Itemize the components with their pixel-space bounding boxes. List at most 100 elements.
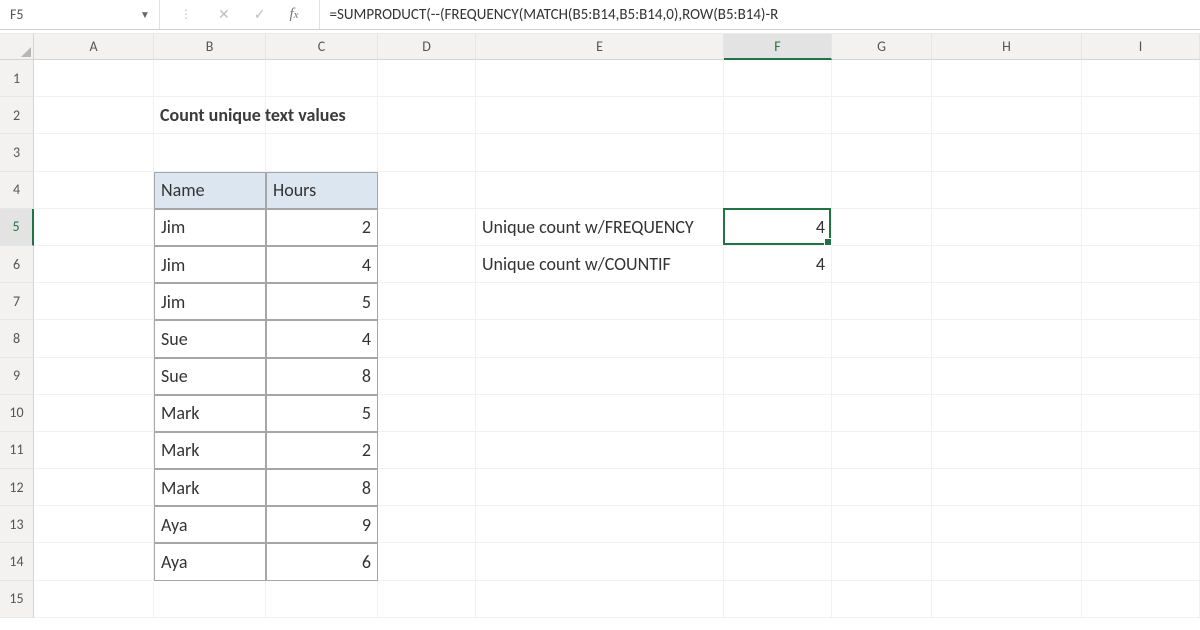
cell-D3[interactable]: [378, 134, 476, 171]
cell-H11[interactable]: [932, 432, 1082, 469]
cell-A5[interactable]: [34, 209, 154, 246]
row-header-2[interactable]: 2: [0, 97, 34, 134]
row-header-11[interactable]: 11: [0, 432, 34, 469]
cell-D15[interactable]: [378, 581, 476, 618]
cell-I14[interactable]: [1082, 543, 1200, 580]
cell-D2[interactable]: [378, 97, 476, 134]
cell-I10[interactable]: [1082, 395, 1200, 432]
row-header-3[interactable]: 3: [0, 134, 34, 171]
cell-I9[interactable]: [1082, 358, 1200, 395]
cell-A4[interactable]: [34, 172, 154, 209]
row-header-1[interactable]: 1: [0, 60, 34, 97]
cell-H9[interactable]: [932, 358, 1082, 395]
cell-G15[interactable]: [832, 581, 932, 618]
cell-I8[interactable]: [1082, 320, 1200, 357]
cell-F12[interactable]: [724, 469, 832, 506]
cell-H3[interactable]: [932, 134, 1082, 171]
cell-D8[interactable]: [378, 320, 476, 357]
cell-D14[interactable]: [378, 543, 476, 580]
cell-I4[interactable]: [1082, 172, 1200, 209]
cell-A2[interactable]: [34, 97, 154, 134]
cell-E15[interactable]: [476, 581, 724, 618]
cell-D7[interactable]: [378, 283, 476, 320]
cell-F6[interactable]: 4: [724, 246, 832, 283]
cell-A12[interactable]: [34, 469, 154, 506]
cell-F2[interactable]: [724, 97, 832, 134]
cell-D4[interactable]: [378, 172, 476, 209]
row-header-9[interactable]: 9: [0, 358, 34, 395]
cell-B10[interactable]: Mark: [154, 395, 266, 432]
cell-E13[interactable]: [476, 506, 724, 543]
row-header-6[interactable]: 6: [0, 246, 34, 283]
cell-H10[interactable]: [932, 395, 1082, 432]
enter-icon[interactable]: ✓: [254, 6, 266, 23]
cell-F4[interactable]: [724, 172, 832, 209]
row-header-10[interactable]: 10: [0, 395, 34, 432]
row-header-8[interactable]: 8: [0, 320, 34, 357]
cell-F9[interactable]: [724, 358, 832, 395]
cell-G6[interactable]: [832, 246, 932, 283]
cell-E2[interactable]: [476, 97, 724, 134]
row-header-14[interactable]: 14: [0, 543, 34, 580]
cell-B2[interactable]: Count unique text values: [154, 97, 266, 134]
row-header-12[interactable]: 12: [0, 469, 34, 506]
cell-B14[interactable]: Aya: [154, 543, 266, 580]
cell-A10[interactable]: [34, 395, 154, 432]
fx-icon[interactable]: fx: [289, 6, 298, 23]
cell-F15[interactable]: [724, 581, 832, 618]
cell-B5[interactable]: Jim: [154, 209, 266, 246]
cell-D1[interactable]: [378, 60, 476, 97]
cell-E12[interactable]: [476, 469, 724, 506]
col-header-G[interactable]: G: [832, 34, 932, 60]
cell-I11[interactable]: [1082, 432, 1200, 469]
cell-I2[interactable]: [1082, 97, 1200, 134]
col-header-F[interactable]: F: [724, 34, 832, 60]
cell-E9[interactable]: [476, 358, 724, 395]
cancel-icon[interactable]: ✕: [218, 6, 230, 23]
cell-G13[interactable]: [832, 506, 932, 543]
cell-H5[interactable]: [932, 209, 1082, 246]
cell-G11[interactable]: [832, 432, 932, 469]
cell-A14[interactable]: [34, 543, 154, 580]
cell-C12[interactable]: 8: [266, 469, 378, 506]
select-all-corner[interactable]: [0, 34, 34, 60]
cell-C4[interactable]: Hours: [266, 172, 378, 209]
cell-E10[interactable]: [476, 395, 724, 432]
cell-I13[interactable]: [1082, 506, 1200, 543]
cell-G4[interactable]: [832, 172, 932, 209]
cell-B11[interactable]: Mark: [154, 432, 266, 469]
cell-D12[interactable]: [378, 469, 476, 506]
cell-B3[interactable]: [154, 134, 266, 171]
cell-B12[interactable]: Mark: [154, 469, 266, 506]
cell-H4[interactable]: [932, 172, 1082, 209]
worksheet-grid[interactable]: ABCDEFGHI12Count unique text values34Nam…: [0, 34, 1200, 618]
cell-H15[interactable]: [932, 581, 1082, 618]
cell-D13[interactable]: [378, 506, 476, 543]
cell-F10[interactable]: [724, 395, 832, 432]
cell-F3[interactable]: [724, 134, 832, 171]
cell-B13[interactable]: Aya: [154, 506, 266, 543]
cell-E1[interactable]: [476, 60, 724, 97]
col-header-I[interactable]: I: [1082, 34, 1200, 60]
cell-H1[interactable]: [932, 60, 1082, 97]
cell-G9[interactable]: [832, 358, 932, 395]
cell-I12[interactable]: [1082, 469, 1200, 506]
cell-H12[interactable]: [932, 469, 1082, 506]
row-header-4[interactable]: 4: [0, 172, 34, 209]
cell-D6[interactable]: [378, 246, 476, 283]
cell-H8[interactable]: [932, 320, 1082, 357]
cell-D9[interactable]: [378, 358, 476, 395]
cell-I5[interactable]: [1082, 209, 1200, 246]
cell-C14[interactable]: 6: [266, 543, 378, 580]
cell-G1[interactable]: [832, 60, 932, 97]
cell-G12[interactable]: [832, 469, 932, 506]
cell-B9[interactable]: Sue: [154, 358, 266, 395]
cell-B7[interactable]: Jim: [154, 283, 266, 320]
cell-B1[interactable]: [154, 60, 266, 97]
cell-C3[interactable]: [266, 134, 378, 171]
col-header-H[interactable]: H: [932, 34, 1082, 60]
cell-B15[interactable]: [154, 581, 266, 618]
cell-F11[interactable]: [724, 432, 832, 469]
cell-G14[interactable]: [832, 543, 932, 580]
cell-H2[interactable]: [932, 97, 1082, 134]
